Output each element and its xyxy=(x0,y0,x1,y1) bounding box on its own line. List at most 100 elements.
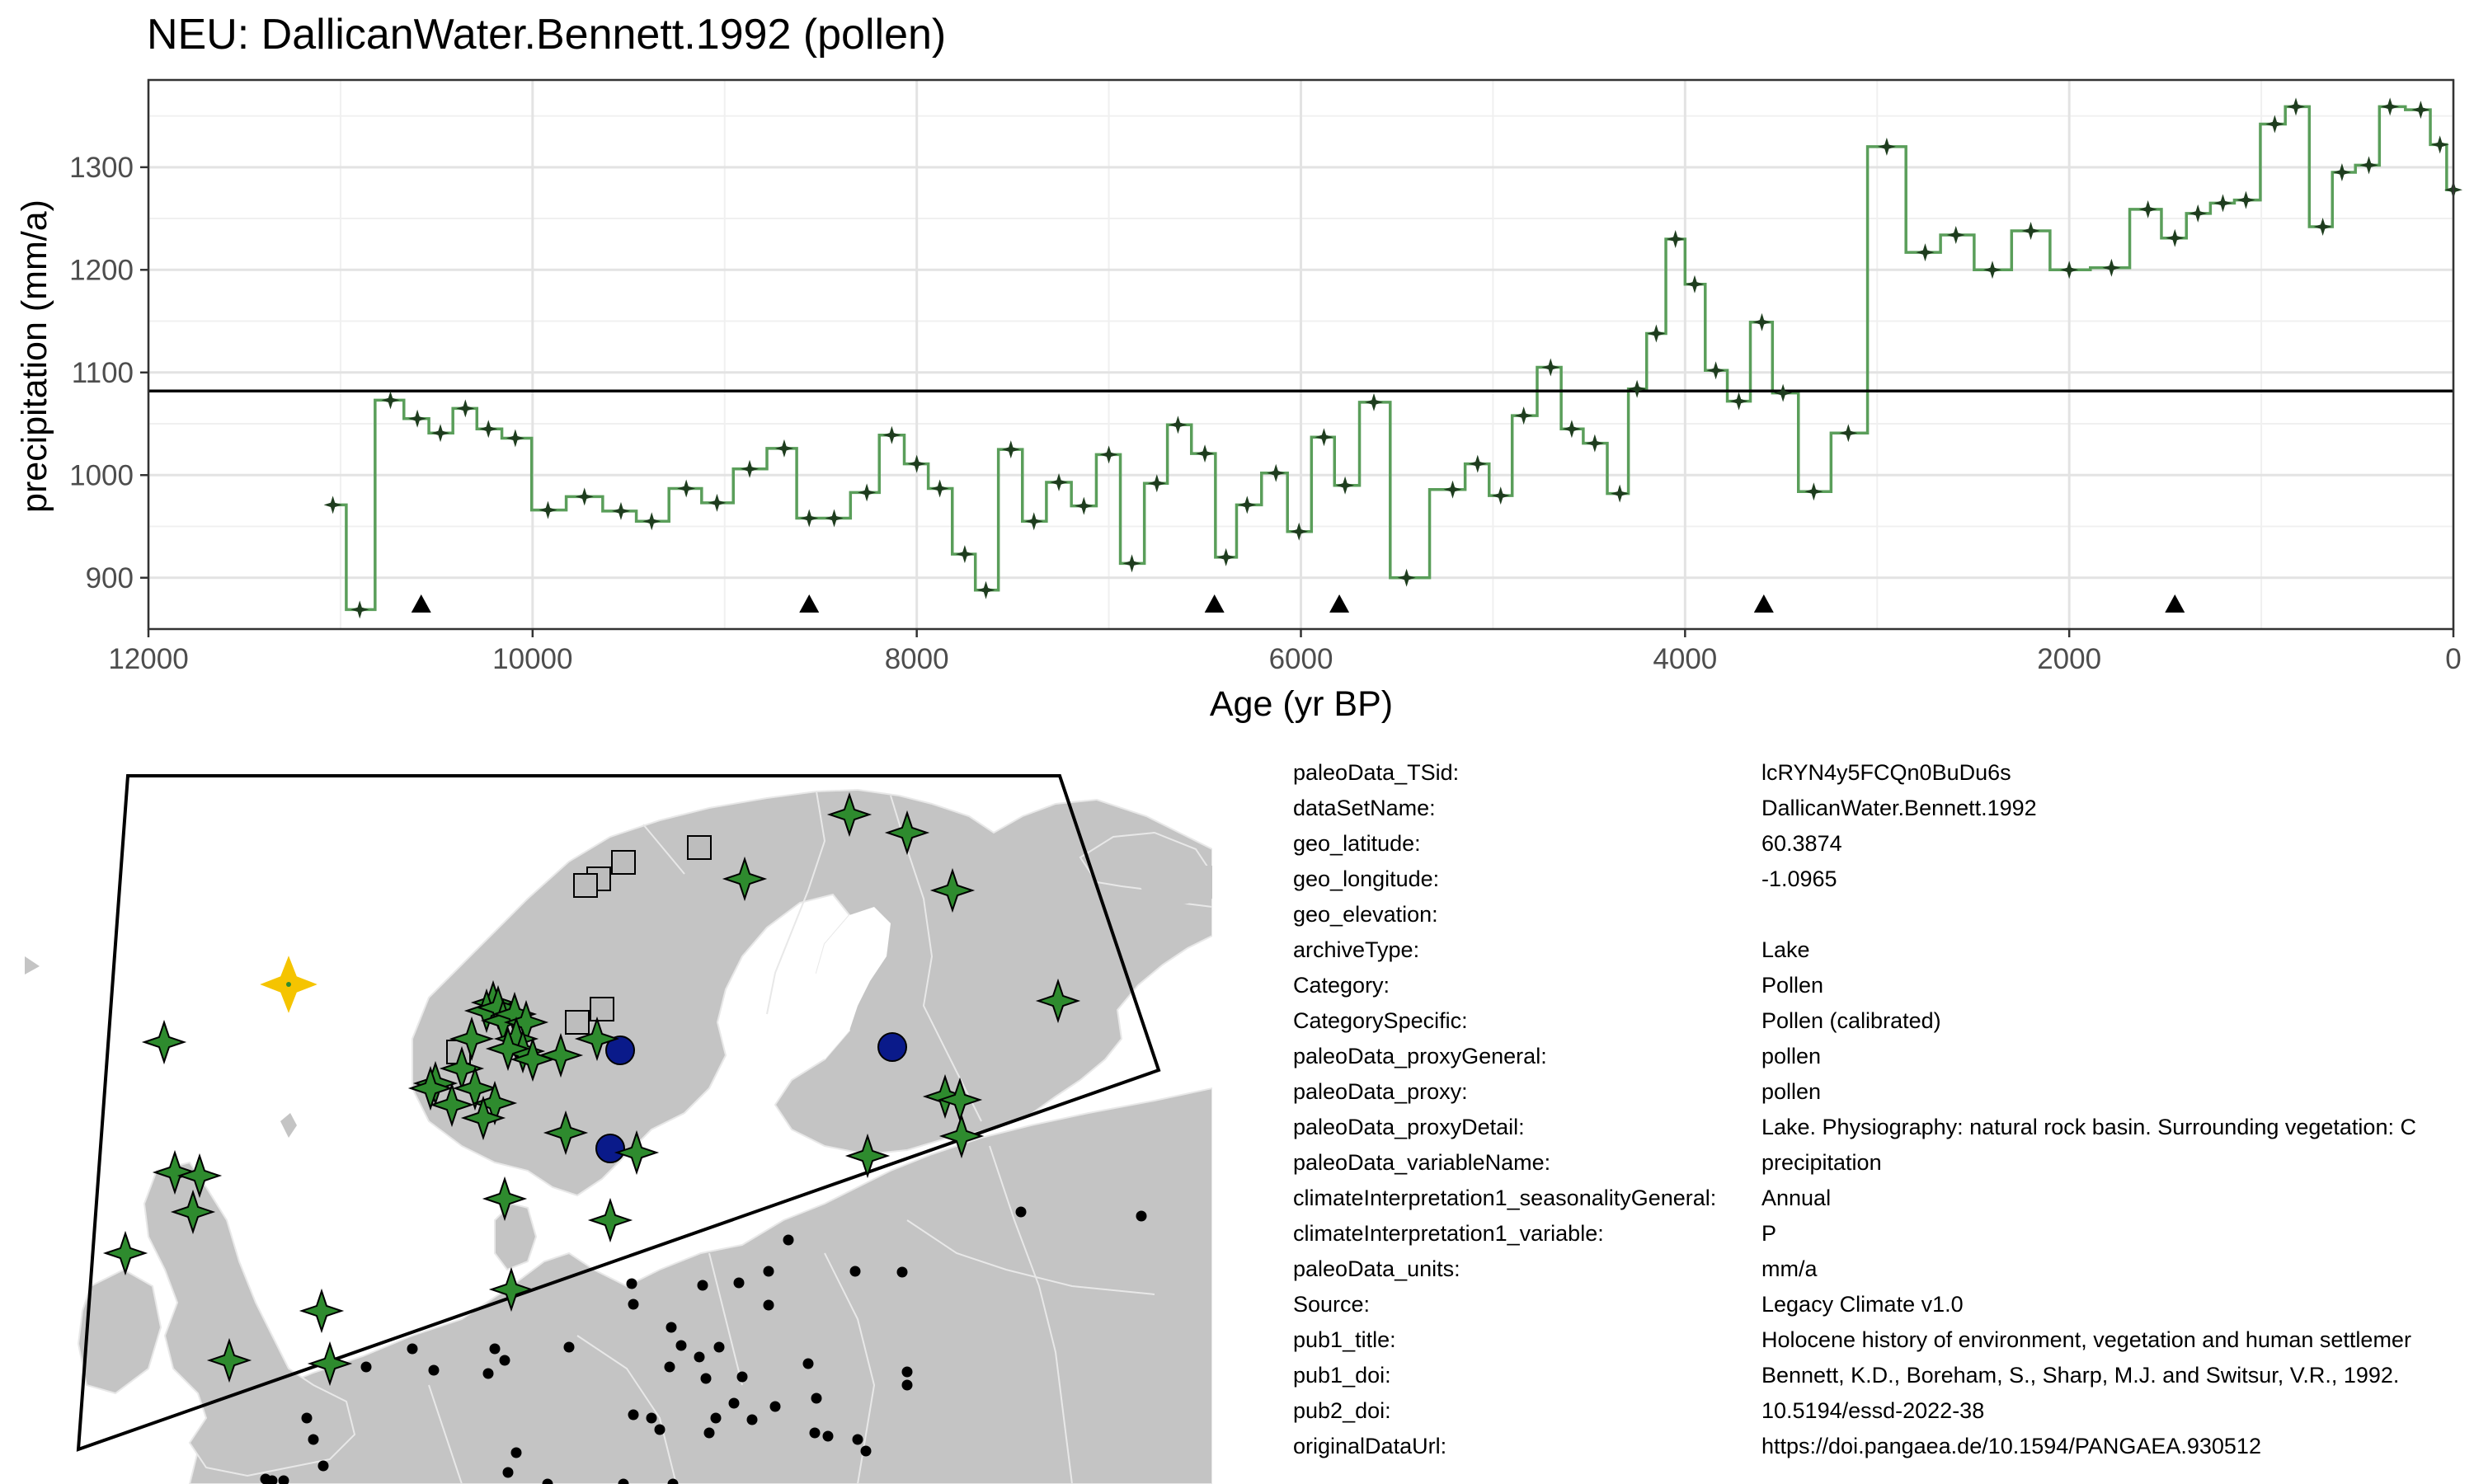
site-star xyxy=(206,1337,252,1383)
data-point xyxy=(2213,194,2232,213)
site-dot xyxy=(664,1361,675,1373)
metadata-row: archiveType: Lake xyxy=(1293,937,2474,973)
x-tick-label: 8000 xyxy=(885,643,949,675)
site-star xyxy=(574,1016,620,1062)
data-point xyxy=(539,500,557,519)
metadata-key: geo_longitude: xyxy=(1293,866,1440,891)
triangle-marker xyxy=(411,594,431,613)
data-point xyxy=(1024,512,1043,531)
site-star xyxy=(482,1176,528,1222)
x-axis-label: Age (yr BP) xyxy=(1210,684,1393,724)
data-point xyxy=(2313,218,2332,237)
triangle-group xyxy=(411,594,2185,613)
metadata-value: Lake. Physiography: natural rock basin. … xyxy=(1761,1115,2416,1139)
metadata-row: Source: Legacy Climate v1.0 xyxy=(1293,1292,2474,1327)
metadata-value: Lake xyxy=(1761,937,1810,962)
data-point xyxy=(1628,379,1647,398)
data-point xyxy=(456,399,475,418)
site-star xyxy=(449,1016,495,1062)
country-borders xyxy=(428,791,1155,1484)
data-point xyxy=(1916,243,1935,262)
site-dot xyxy=(1015,1206,1027,1218)
data-point xyxy=(1216,547,1235,566)
site-dot xyxy=(694,1351,705,1363)
site-star xyxy=(452,1065,498,1111)
site-dot xyxy=(628,1298,639,1310)
metadata-row: paleoData_proxy: pollen xyxy=(1293,1079,2474,1115)
y-tick-label: 1100 xyxy=(72,357,134,389)
site-dot xyxy=(860,1445,872,1457)
metadata-row: paleoData_units: mm/a xyxy=(1293,1256,2474,1292)
data-point xyxy=(858,483,877,502)
data-point xyxy=(1365,392,1384,411)
site-star xyxy=(460,1095,506,1141)
site-circle xyxy=(595,1134,625,1163)
data-point xyxy=(930,479,949,498)
y-axis: 900 1000 1100 1200 1300 xyxy=(69,152,148,594)
site-star xyxy=(485,1026,531,1072)
y-axis-label: precipitation (mm/a) xyxy=(15,200,54,513)
metadata-key: paleoData_proxy: xyxy=(1293,1079,1468,1104)
site-star xyxy=(170,1189,216,1235)
site-dot xyxy=(482,1368,494,1379)
data-point xyxy=(323,495,342,514)
site-square xyxy=(611,850,636,875)
y-tick-label: 900 xyxy=(86,562,134,594)
data-point xyxy=(642,512,661,531)
site-map xyxy=(25,774,1212,1484)
ireland-land xyxy=(77,1268,162,1395)
site-star xyxy=(614,1129,660,1176)
marker-group xyxy=(323,97,2462,619)
site-star xyxy=(543,1110,589,1156)
site-star xyxy=(884,810,930,856)
site-dot xyxy=(697,1280,708,1291)
site-dot xyxy=(510,1447,522,1458)
triangle-marker xyxy=(1753,594,1774,613)
chart-title: NEU: DallicanWater.Bennett.1992 (pollen) xyxy=(147,11,947,59)
site-dot xyxy=(360,1361,372,1373)
region-outline xyxy=(76,774,1161,1452)
data-point xyxy=(1169,416,1188,434)
data-point xyxy=(1397,568,1416,587)
metadata-key: paleoData_proxyDetail: xyxy=(1293,1115,1525,1139)
data-point xyxy=(2265,115,2284,134)
metadata-row: pub1_doi: Bennett, K.D., Boreham, S., Sha… xyxy=(1293,1363,2474,1398)
site-star xyxy=(141,1019,187,1065)
site-stars xyxy=(102,791,1081,1387)
site-dot xyxy=(802,1358,814,1369)
data-point xyxy=(1729,392,1748,411)
data-point xyxy=(1666,229,1685,248)
x-tick-label: 12000 xyxy=(108,643,188,675)
data-point xyxy=(1290,522,1309,541)
site-star xyxy=(407,1065,454,1111)
site-square xyxy=(573,873,598,898)
site-squares xyxy=(446,835,712,1064)
data-point xyxy=(2060,261,2079,279)
site-dot xyxy=(769,1401,781,1412)
site-dot xyxy=(278,1475,289,1484)
data-point xyxy=(2359,156,2378,175)
data-point xyxy=(882,425,901,444)
data-point xyxy=(976,580,995,599)
site-dot xyxy=(896,1266,908,1278)
data-point xyxy=(800,509,819,528)
data-point xyxy=(2236,190,2255,209)
metadata-row: originalDataUrl: https://doi.pangaea.de/1… xyxy=(1293,1434,2474,1469)
site-dot xyxy=(710,1412,722,1424)
data-point xyxy=(677,479,696,498)
metadata-row: paleoData_proxyGeneral: pollen xyxy=(1293,1044,2474,1079)
iceland-edge xyxy=(25,956,40,974)
site-dot xyxy=(489,1343,501,1355)
data-point xyxy=(2189,204,2208,223)
metadata-key: geo_elevation: xyxy=(1293,902,1438,927)
site-dot xyxy=(308,1434,319,1445)
data-point xyxy=(1562,420,1581,439)
data-point xyxy=(741,459,760,478)
metadata-value: 60.3874 xyxy=(1761,831,1842,856)
gulf-of-bothnia xyxy=(812,907,891,1059)
site-star xyxy=(307,1341,353,1387)
data-point xyxy=(1315,428,1333,447)
site-dot xyxy=(317,1460,329,1472)
data-point xyxy=(1585,434,1604,453)
great-britain-land xyxy=(143,1161,356,1477)
